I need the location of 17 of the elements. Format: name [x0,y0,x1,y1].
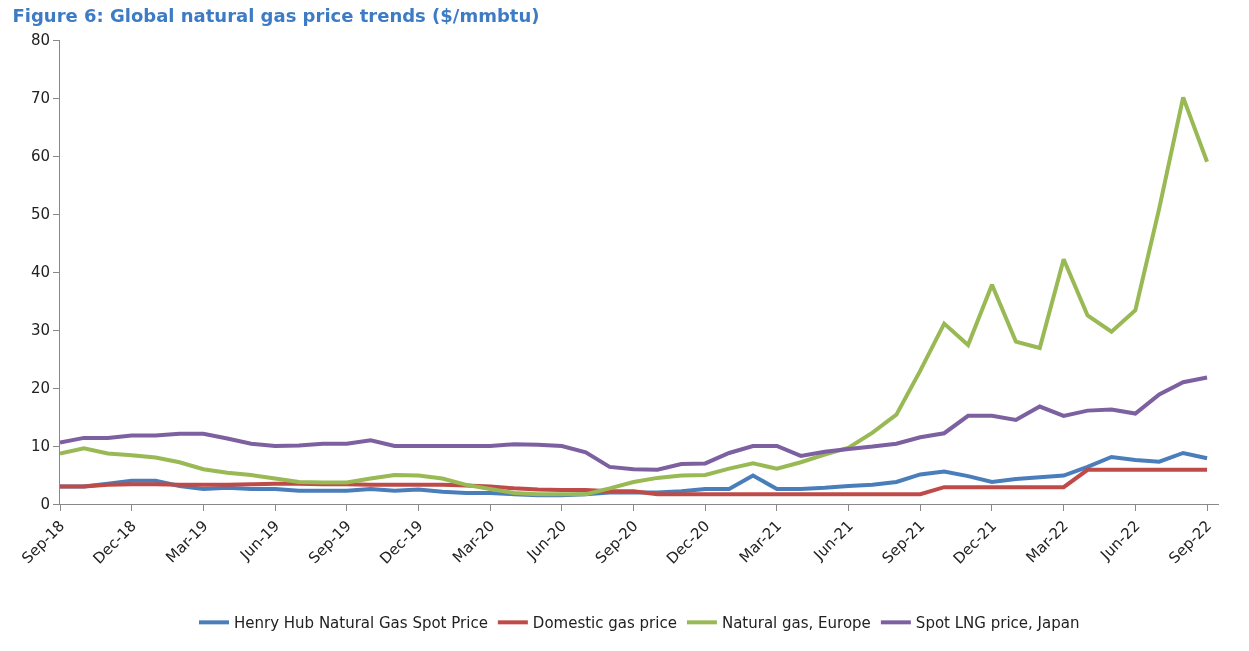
chart-title: Figure 6: Global natural gas price trends ($/mmbtu) [12,5,540,27]
legend-label: Domestic gas price [532,614,677,633]
y-tick-label: 80 [30,31,50,50]
legend-label: Natural gas, Europe [721,614,871,633]
y-tick-label: 50 [30,205,50,224]
line-series [60,375,1210,472]
y-tick-label: 0 [40,495,50,514]
y-tick-label: 40 [30,263,50,282]
y-tick-label: 10 [30,437,50,456]
line-series [60,467,1210,497]
legend-label: Spot LNG price, Japan [915,614,1080,633]
y-tick-label: 30 [30,321,50,340]
y-tick-label: 20 [30,379,50,398]
y-tick-label: 70 [30,89,50,108]
line-series [60,95,1210,497]
legend-label: Henry Hub Natural Gas Spot Price [234,614,488,633]
y-tick-label: 60 [30,147,50,166]
